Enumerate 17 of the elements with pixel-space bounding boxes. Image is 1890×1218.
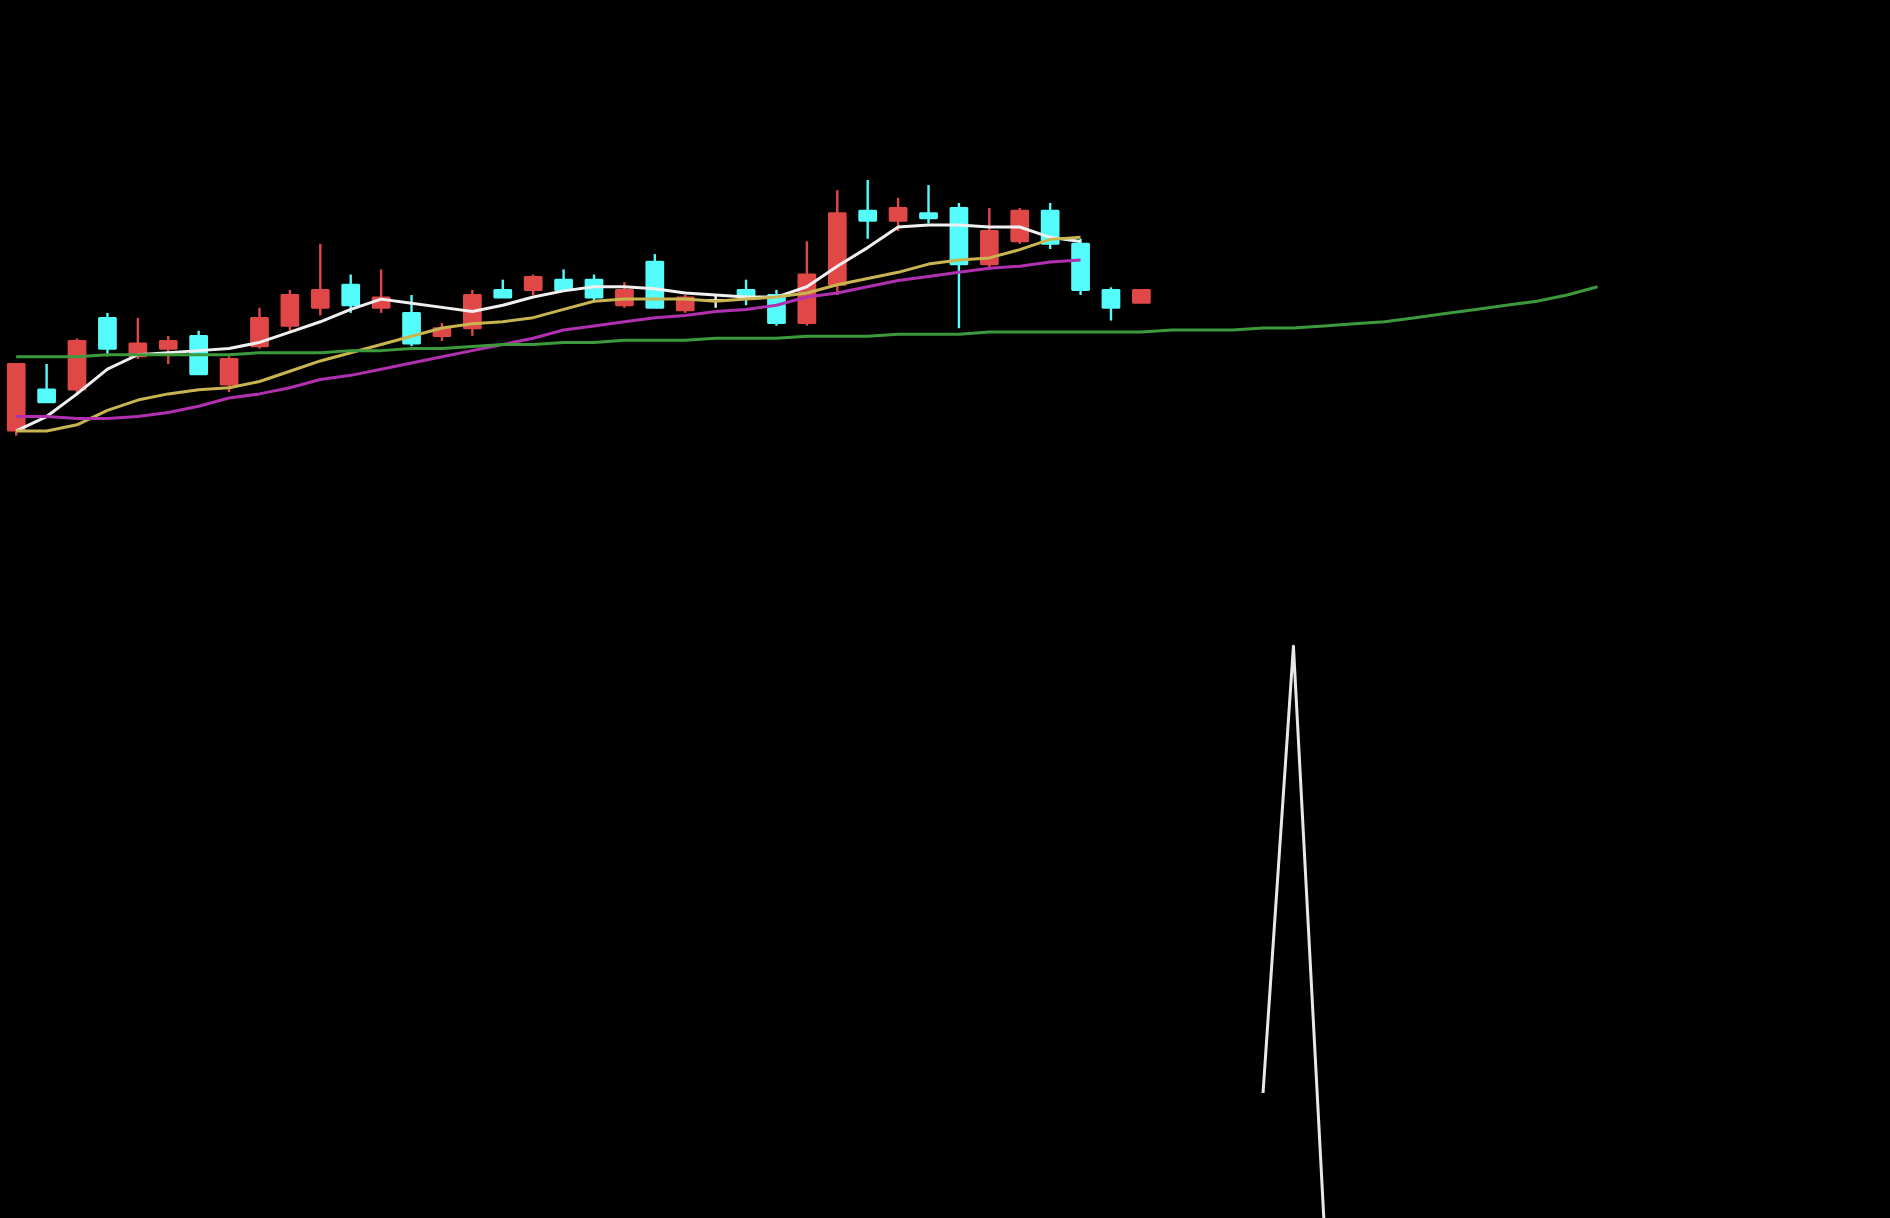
candlestick <box>280 288 300 332</box>
candlestick <box>310 242 330 317</box>
candlestick <box>858 178 878 240</box>
candlestick <box>402 293 421 348</box>
candlestick <box>523 273 543 297</box>
candlestick <box>1071 237 1090 297</box>
candlestick <box>37 362 56 404</box>
candlestick <box>1010 206 1030 246</box>
candlestick <box>341 273 361 315</box>
candlestick <box>1101 286 1121 322</box>
candlestick <box>98 311 117 358</box>
candlestick <box>919 183 938 225</box>
candlestick <box>158 334 178 366</box>
candlestick <box>979 206 999 271</box>
candlestick <box>250 306 269 350</box>
candlestick <box>219 355 239 394</box>
candlestick <box>888 196 908 233</box>
